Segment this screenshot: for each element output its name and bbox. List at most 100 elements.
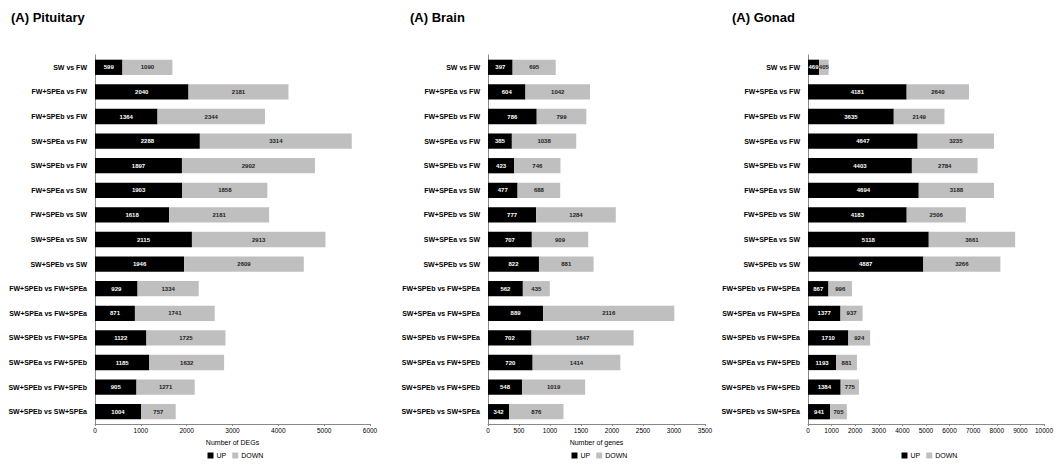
svg-text:604: 604 xyxy=(502,89,513,95)
svg-text:4403: 4403 xyxy=(853,163,867,169)
svg-text:FW+SPEb vs FW: FW+SPEb vs FW xyxy=(31,113,87,120)
svg-text:746: 746 xyxy=(532,163,543,169)
svg-text:3000: 3000 xyxy=(872,427,887,434)
svg-text:SW vs FW: SW vs FW xyxy=(446,64,480,71)
svg-text:1647: 1647 xyxy=(576,335,590,341)
svg-text:(A) Gonad: (A) Gonad xyxy=(732,10,795,25)
svg-text:FW+SPEb vs FW+SPEa: FW+SPEb vs FW+SPEa xyxy=(722,285,800,292)
svg-text:822: 822 xyxy=(508,261,519,267)
svg-text:FW+SPEb vs FW+SPEa: FW+SPEb vs FW+SPEa xyxy=(402,285,480,292)
svg-text:599: 599 xyxy=(104,64,115,70)
svg-text:1004: 1004 xyxy=(111,409,125,415)
svg-text:695: 695 xyxy=(529,64,540,70)
svg-text:1858: 1858 xyxy=(218,187,232,193)
svg-text:FW+SPEb vs FW: FW+SPEb vs FW xyxy=(424,113,480,120)
svg-text:929: 929 xyxy=(111,286,122,292)
svg-text:4647: 4647 xyxy=(856,138,870,144)
svg-text:2784: 2784 xyxy=(938,163,952,169)
svg-text:UP: UP xyxy=(911,452,921,459)
svg-text:SW+SPEa vs SW: SW+SPEa vs SW xyxy=(424,236,481,243)
svg-text:435: 435 xyxy=(531,286,542,292)
svg-text:867: 867 xyxy=(813,286,824,292)
svg-text:0: 0 xyxy=(93,427,97,434)
svg-text:3266: 3266 xyxy=(955,261,969,267)
svg-text:1038: 1038 xyxy=(537,138,551,144)
svg-text:775: 775 xyxy=(845,384,856,390)
svg-text:4887: 4887 xyxy=(859,261,873,267)
svg-text:1284: 1284 xyxy=(569,212,583,218)
svg-text:777: 777 xyxy=(507,212,518,218)
svg-text:SW+SPEb vs FW+SPEa: SW+SPEb vs FW+SPEa xyxy=(722,334,800,341)
svg-text:SW+SPEb vs SW: SW+SPEb vs SW xyxy=(30,261,87,268)
svg-text:757: 757 xyxy=(153,409,164,415)
svg-text:(A) Brain: (A) Brain xyxy=(410,10,465,25)
svg-text:UP: UP xyxy=(581,452,591,459)
svg-text:1122: 1122 xyxy=(114,335,128,341)
svg-text:SW+SPEa vs FW+SPEa: SW+SPEa vs FW+SPEa xyxy=(402,310,480,317)
svg-text:1000: 1000 xyxy=(134,427,149,434)
svg-text:889: 889 xyxy=(511,310,522,316)
svg-text:786: 786 xyxy=(507,114,518,120)
svg-text:2181: 2181 xyxy=(212,212,226,218)
svg-text:6000: 6000 xyxy=(363,427,378,434)
svg-text:SW+SPEa vs FW+SPEb: SW+SPEa vs FW+SPEb xyxy=(722,359,800,366)
svg-text:1414: 1414 xyxy=(570,360,584,366)
svg-text:7000: 7000 xyxy=(966,427,981,434)
svg-text:1710: 1710 xyxy=(821,335,835,341)
svg-text:500: 500 xyxy=(514,427,525,434)
svg-text:SW+SPEa vs SW: SW+SPEa vs SW xyxy=(744,236,801,243)
svg-text:4000: 4000 xyxy=(895,427,910,434)
svg-text:SW+SPEa vs FW+SPEb: SW+SPEa vs FW+SPEb xyxy=(9,359,87,366)
svg-text:996: 996 xyxy=(835,286,846,292)
svg-text:5118: 5118 xyxy=(862,237,876,243)
svg-text:876: 876 xyxy=(531,409,542,415)
svg-text:881: 881 xyxy=(561,261,572,267)
svg-text:924: 924 xyxy=(854,335,865,341)
svg-text:1193: 1193 xyxy=(816,360,830,366)
svg-text:3635: 3635 xyxy=(844,114,858,120)
svg-text:SW+SPEb vs FW+SPEb: SW+SPEb vs FW+SPEb xyxy=(721,384,800,391)
svg-text:SW+SPEa vs FW: SW+SPEa vs FW xyxy=(424,138,480,145)
svg-text:FW+SPEa vs FW: FW+SPEa vs FW xyxy=(32,88,88,95)
svg-text:SW+SPEb vs SW+SPEa: SW+SPEb vs SW+SPEa xyxy=(401,408,480,415)
svg-text:1271: 1271 xyxy=(159,384,173,390)
svg-text:FW+SPEa vs FW: FW+SPEa vs FW xyxy=(745,88,801,95)
svg-text:5000: 5000 xyxy=(317,427,332,434)
svg-text:3235: 3235 xyxy=(949,138,963,144)
svg-text:4183: 4183 xyxy=(851,212,865,218)
svg-text:FW+SPEa vs SW: FW+SPEa vs SW xyxy=(744,187,800,194)
svg-text:FW+SPEa vs SW: FW+SPEa vs SW xyxy=(424,187,480,194)
svg-text:937: 937 xyxy=(847,310,858,316)
svg-text:0: 0 xyxy=(806,427,810,434)
svg-text:2181: 2181 xyxy=(232,89,246,95)
svg-text:FW+SPEb vs SW: FW+SPEb vs SW xyxy=(31,211,88,218)
svg-text:SW vs FW: SW vs FW xyxy=(53,64,87,71)
svg-text:SW+SPEb vs FW+SPEb: SW+SPEb vs FW+SPEb xyxy=(8,384,87,391)
svg-text:799: 799 xyxy=(556,114,567,120)
svg-text:562: 562 xyxy=(500,286,511,292)
svg-text:FW+SPEb vs SW: FW+SPEb vs SW xyxy=(424,211,481,218)
svg-text:SW+SPEa vs FW+SPEb: SW+SPEa vs FW+SPEb xyxy=(402,359,480,366)
svg-text:423: 423 xyxy=(496,163,507,169)
svg-text:SW+SPEb vs FW+SPEa: SW+SPEb vs FW+SPEa xyxy=(402,334,480,341)
svg-text:Number of genes: Number of genes xyxy=(570,439,624,447)
svg-text:3500: 3500 xyxy=(698,427,713,434)
svg-text:SW+SPEa vs FW: SW+SPEa vs FW xyxy=(31,138,87,145)
svg-text:2506: 2506 xyxy=(930,212,944,218)
svg-text:1632: 1632 xyxy=(180,360,194,366)
svg-text:FW+SPEa vs SW: FW+SPEa vs SW xyxy=(31,187,87,194)
svg-text:2040: 2040 xyxy=(135,89,149,95)
svg-text:SW+SPEb vs SW: SW+SPEb vs SW xyxy=(423,261,480,268)
svg-text:707: 707 xyxy=(505,237,516,243)
svg-text:4694: 4694 xyxy=(857,187,871,193)
svg-text:(A) Pituitary: (A) Pituitary xyxy=(11,10,85,25)
svg-text:SW+SPEb vs FW: SW+SPEb vs FW xyxy=(744,162,801,169)
svg-text:DOWN: DOWN xyxy=(935,452,957,459)
svg-text:705: 705 xyxy=(834,409,845,415)
svg-text:2500: 2500 xyxy=(636,427,651,434)
svg-text:SW+SPEa vs SW: SW+SPEa vs SW xyxy=(31,236,88,243)
svg-text:SW+SPEb vs FW: SW+SPEb vs FW xyxy=(31,162,88,169)
svg-text:2000: 2000 xyxy=(605,427,620,434)
svg-text:469: 469 xyxy=(809,64,820,70)
svg-text:1000: 1000 xyxy=(543,427,558,434)
